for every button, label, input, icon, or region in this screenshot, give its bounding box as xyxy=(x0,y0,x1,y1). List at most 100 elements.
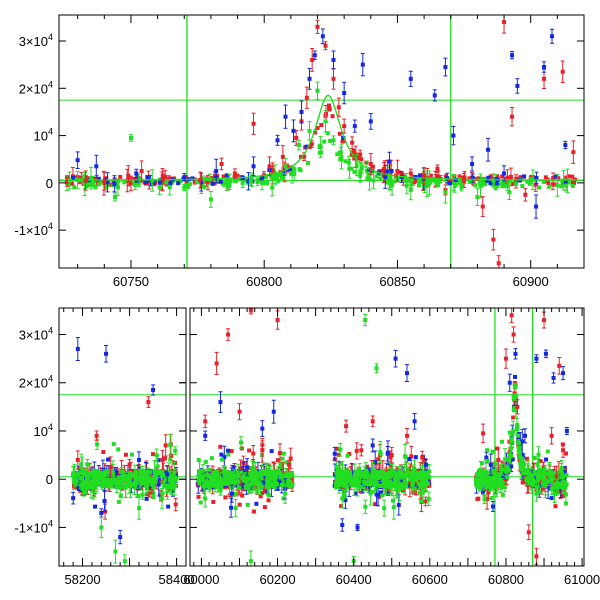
data-point xyxy=(408,76,413,81)
data-point xyxy=(271,168,276,173)
data-point xyxy=(122,180,127,185)
data-point xyxy=(253,469,258,474)
data-point xyxy=(112,181,117,186)
data-point xyxy=(317,144,322,149)
data-point xyxy=(128,181,133,186)
data-point xyxy=(113,480,118,485)
data-point xyxy=(141,468,146,473)
data-point xyxy=(220,457,225,462)
data-point xyxy=(404,483,409,488)
data-point xyxy=(221,469,226,474)
data-point xyxy=(76,475,81,480)
data-point xyxy=(322,139,327,144)
data-point xyxy=(69,181,74,186)
data-point xyxy=(236,474,241,479)
data-point xyxy=(118,174,123,179)
data-point xyxy=(228,472,233,477)
data-point xyxy=(157,185,162,190)
data-point xyxy=(112,195,117,200)
data-point xyxy=(263,471,268,476)
data-point xyxy=(221,174,226,179)
data-point xyxy=(118,469,123,474)
data-point xyxy=(312,130,317,135)
data-point xyxy=(505,175,510,180)
data-point xyxy=(360,470,365,475)
data-point xyxy=(252,477,257,482)
data-point xyxy=(264,175,269,180)
data-point xyxy=(345,479,350,484)
data-point xyxy=(564,451,569,456)
data-point xyxy=(416,183,421,188)
data-point xyxy=(269,473,274,478)
data-point xyxy=(382,478,387,483)
data-point xyxy=(374,174,379,179)
data-point xyxy=(148,479,153,484)
data-point xyxy=(190,176,195,181)
x-tick-label: 60900 xyxy=(513,274,549,289)
data-point xyxy=(543,175,548,180)
data-point xyxy=(560,69,565,74)
data-point xyxy=(374,469,379,474)
data-point xyxy=(374,473,379,478)
data-point xyxy=(394,483,399,488)
data-point xyxy=(197,469,202,474)
x-tick-label: 60750 xyxy=(113,274,149,289)
data-point xyxy=(342,91,347,96)
data-point xyxy=(310,57,315,62)
data-point xyxy=(239,470,244,475)
data-point xyxy=(501,475,506,480)
data-point xyxy=(507,190,512,195)
data-point xyxy=(347,471,352,476)
data-point xyxy=(227,179,232,184)
data-point xyxy=(225,481,230,486)
data-point xyxy=(421,469,426,474)
data-point xyxy=(267,164,272,169)
data-point xyxy=(389,472,394,477)
data-point xyxy=(285,168,290,173)
data-point xyxy=(288,456,293,461)
data-point xyxy=(416,470,421,475)
data-point xyxy=(393,471,398,476)
data-point xyxy=(564,175,569,180)
data-point xyxy=(403,454,408,459)
data-point xyxy=(417,173,422,178)
data-point xyxy=(144,485,149,490)
data-point xyxy=(352,476,357,481)
data-point xyxy=(319,123,324,128)
data-point xyxy=(423,499,428,504)
data-point xyxy=(251,451,256,456)
data-point xyxy=(315,126,320,131)
data-point xyxy=(566,174,571,179)
data-point xyxy=(134,178,139,183)
data-point xyxy=(103,185,108,190)
data-point xyxy=(407,480,412,485)
data-point xyxy=(349,166,354,171)
data-point xyxy=(251,164,256,169)
data-point xyxy=(116,475,121,480)
data-point xyxy=(173,472,178,477)
data-point xyxy=(480,204,485,209)
data-point xyxy=(330,114,335,119)
data-point xyxy=(216,178,221,183)
data-point xyxy=(135,485,140,490)
data-point xyxy=(514,176,519,181)
data-point xyxy=(161,476,166,481)
data-point xyxy=(258,494,263,499)
data-point xyxy=(164,482,169,487)
data-point xyxy=(197,471,202,476)
data-point xyxy=(235,173,240,178)
data-point xyxy=(225,470,230,475)
data-point xyxy=(182,175,187,180)
data-point xyxy=(443,190,448,195)
data-point xyxy=(384,469,389,474)
data-point xyxy=(234,483,239,488)
data-point xyxy=(176,181,181,186)
data-point xyxy=(83,480,88,485)
data-point xyxy=(480,181,485,186)
data-point xyxy=(256,471,261,476)
data-point xyxy=(262,181,267,186)
data-point xyxy=(485,178,490,183)
data-point xyxy=(436,174,441,179)
data-point xyxy=(79,462,84,467)
